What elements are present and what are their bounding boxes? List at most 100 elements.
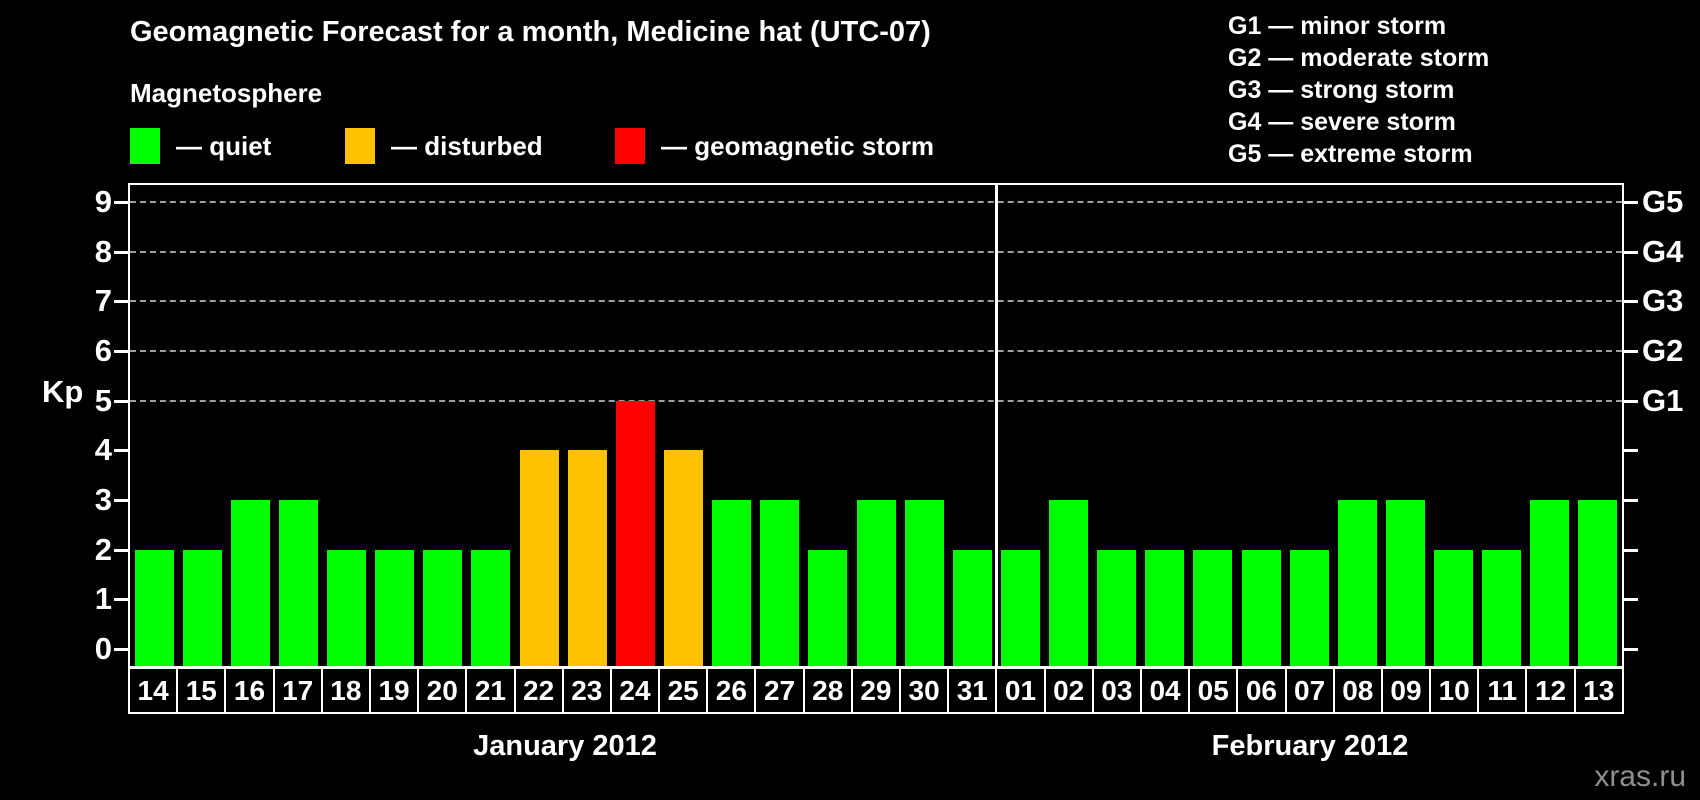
y-tick-left-7: [114, 300, 128, 304]
day-label-cell: 04: [1141, 667, 1191, 714]
day-label-cell: 09: [1382, 667, 1432, 714]
legend-item-label: — quiet: [176, 130, 272, 161]
y-tick-right-2: [1624, 548, 1638, 552]
day-label-cell: 20: [419, 667, 468, 714]
g-scale-label-g2: G2: [1642, 333, 1684, 368]
chart-title: Geomagnetic Forecast for a month, Medici…: [130, 16, 931, 48]
y-tick-right-0: [1624, 648, 1638, 651]
kp-bar-day-11: [1482, 549, 1522, 666]
day-label-cell: 29: [852, 667, 901, 714]
kp-bar-day-27: [760, 500, 800, 666]
day-label-cell: 07: [1286, 667, 1335, 714]
day-label-cell: 19: [370, 667, 420, 714]
day-label-cell: 31: [949, 667, 998, 714]
day-label-cell: 22: [515, 667, 564, 714]
day-label-cell: 25: [660, 667, 709, 714]
y-axis-title: Kp: [42, 374, 84, 409]
y-axis-tick-label: 8: [94, 233, 112, 269]
storm-scale-legend: G1 — minor storm G2 — moderate storm G3 …: [1228, 10, 1489, 170]
day-label-cell: 10: [1431, 667, 1480, 714]
y-tick-right-6: [1624, 350, 1638, 353]
g-scale-label-g4: G4: [1642, 233, 1684, 269]
y-tick-left-5: [114, 399, 128, 403]
storm-scale-legend-line: G5 — extreme storm: [1228, 140, 1473, 168]
kp-bar-day-03: [1097, 549, 1137, 666]
day-label-cell: 17: [274, 667, 323, 714]
kp-bar-day-06: [1241, 549, 1281, 666]
day-label-cell: 12: [1527, 667, 1576, 714]
legend-item-label: — geomagnetic storm: [661, 130, 935, 161]
day-label-cell: 18: [322, 667, 371, 714]
legend-item-storm: — geomagnetic storm: [615, 128, 934, 164]
day-label-cell: 14: [128, 667, 179, 714]
kp-bar-day-19: [375, 549, 415, 666]
kp-bar-day-16: [230, 500, 270, 666]
g-scale-label-g1: G1: [1642, 382, 1684, 418]
kp-bar-day-15: [182, 549, 222, 666]
kp-bar-day-09: [1385, 500, 1425, 666]
y-tick-left-1: [114, 598, 128, 602]
gridline-kp-5: [130, 399, 1622, 402]
kp-bar-day-04: [1145, 549, 1185, 666]
kp-bar-day-13: [1578, 500, 1618, 666]
storm-scale-legend-line: G2 — moderate storm: [1228, 44, 1490, 72]
day-label-cell: 06: [1238, 667, 1287, 714]
legend-item-quiet: — quiet: [130, 128, 271, 164]
day-label-cell: 21: [467, 667, 516, 714]
kp-bar-day-07: [1289, 549, 1329, 666]
kp-bar-day-31: [952, 549, 992, 666]
kp-bar-day-28: [808, 549, 848, 666]
kp-bar-day-21: [471, 549, 511, 666]
month-label-february: February 2012: [1211, 730, 1409, 762]
month-divider-line: [994, 185, 998, 666]
kp-bar-day-14: [134, 549, 174, 666]
storm-scale-legend-line: G1 — minor storm: [1228, 12, 1447, 40]
day-label-cell: 08: [1334, 667, 1383, 714]
month-label-january: January 2012: [473, 730, 657, 762]
gridline-kp-9: [130, 201, 1622, 203]
kp-bar-day-17: [278, 500, 318, 666]
y-tick-right-3: [1624, 499, 1638, 502]
y-tick-left-0: [114, 648, 128, 651]
kp-bar-day-22: [519, 450, 559, 666]
day-label-cell: 30: [901, 667, 950, 714]
kp-bar-day-26: [712, 500, 752, 666]
kp-bar-day-25: [663, 450, 703, 666]
y-axis-tick-label: 2: [94, 531, 112, 567]
watermark: xras.ru: [1594, 760, 1686, 793]
y-tick-right-9: [1624, 201, 1638, 204]
day-label-cell: 01: [997, 667, 1046, 714]
day-label-cell: 13: [1575, 667, 1624, 714]
kp-bar-day-02: [1049, 500, 1089, 666]
kp-bar-day-24: [615, 400, 655, 666]
day-label-cell: 11: [1479, 667, 1528, 714]
g-scale-label-g5: G5: [1642, 184, 1684, 219]
gridline-kp-6: [130, 350, 1622, 352]
kp-bar-day-30: [904, 500, 944, 666]
storm-color-swatch: [615, 128, 645, 164]
disturbed-color-swatch: [345, 128, 375, 164]
legend-item-label: — disturbed: [391, 130, 543, 161]
kp-bar-day-23: [567, 450, 607, 666]
y-tick-right-4: [1624, 449, 1638, 453]
day-label-cell: 02: [1045, 667, 1094, 714]
y-axis-tick-label: 6: [94, 333, 112, 368]
y-axis-tick-label: 4: [94, 432, 112, 468]
kp-bar-day-10: [1434, 549, 1474, 666]
y-tick-right-8: [1624, 250, 1638, 254]
kp-bar-day-12: [1530, 500, 1570, 666]
y-tick-left-9: [114, 201, 128, 204]
kp-bar-day-01: [1000, 549, 1040, 666]
y-axis-tick-label: 1: [94, 581, 112, 617]
day-label-cell: 15: [178, 667, 227, 714]
magnetosphere-legend-heading: Magnetosphere: [130, 78, 323, 108]
y-tick-right-7: [1624, 300, 1638, 304]
quiet-color-swatch: [130, 128, 160, 164]
y-tick-left-3: [114, 499, 128, 502]
gridline-kp-8: [130, 250, 1622, 253]
y-axis-tick-label: 9: [94, 184, 112, 219]
day-label-cell: 24: [611, 667, 661, 714]
kp-bar-day-08: [1337, 500, 1377, 666]
gridline-kp-7: [130, 300, 1622, 303]
kp-bar-day-05: [1193, 549, 1233, 666]
